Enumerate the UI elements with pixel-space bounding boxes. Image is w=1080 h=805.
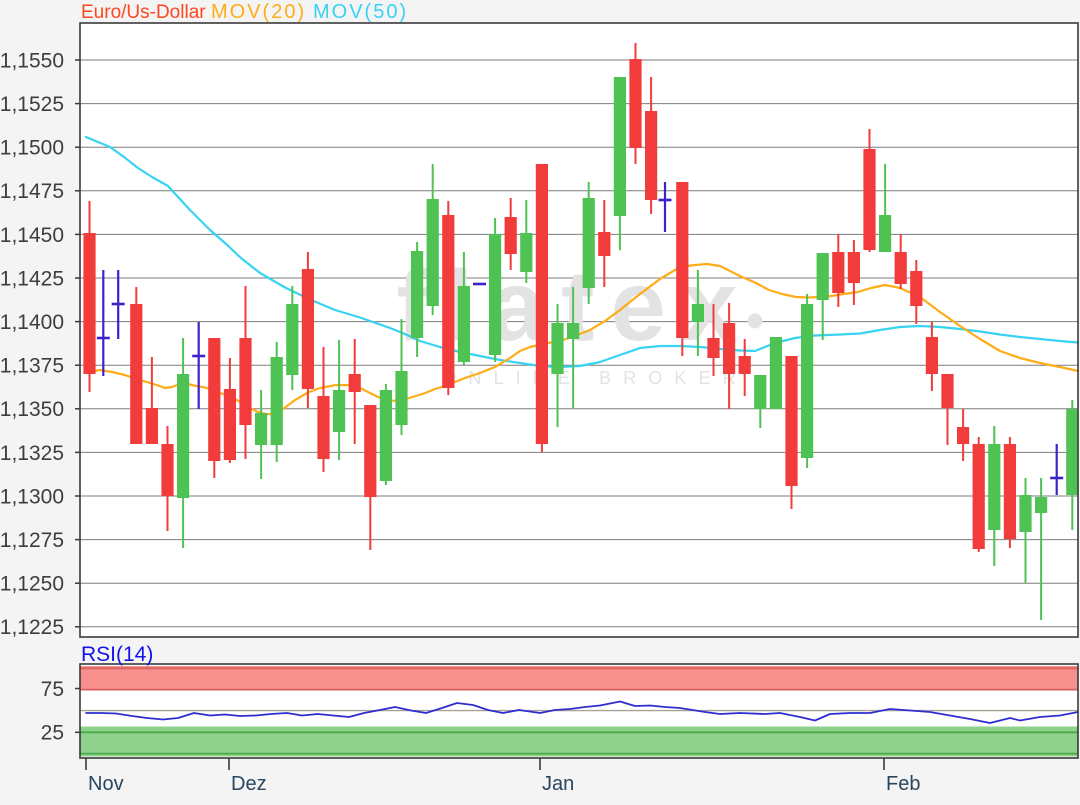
svg-text:1,1275: 1,1275	[0, 529, 64, 552]
svg-text:1,1225: 1,1225	[0, 616, 64, 639]
svg-text:Jan: Jan	[542, 773, 574, 795]
svg-text:1,1500: 1,1500	[0, 137, 64, 160]
svg-text:Feb: Feb	[886, 773, 920, 795]
svg-text:Nov: Nov	[88, 773, 124, 795]
svg-text:1,1325: 1,1325	[0, 442, 64, 465]
svg-text:25: 25	[41, 722, 64, 745]
svg-text:MOV(20): MOV(20)	[211, 1, 306, 23]
svg-text:1,1450: 1,1450	[0, 224, 64, 247]
svg-text:75: 75	[41, 678, 64, 701]
svg-text:1,1250: 1,1250	[0, 573, 64, 596]
svg-text:RSI(14): RSI(14)	[81, 643, 153, 666]
svg-text:1,1475: 1,1475	[0, 180, 64, 203]
svg-text:1,1425: 1,1425	[0, 267, 64, 290]
svg-text:MOV(50): MOV(50)	[313, 1, 408, 23]
svg-text:1,1550: 1,1550	[0, 49, 64, 72]
svg-text:1,1300: 1,1300	[0, 485, 64, 508]
svg-text:ONLINE BROKER: ONLINE BROKER	[442, 368, 747, 388]
svg-text:1,1350: 1,1350	[0, 398, 64, 421]
svg-text:Euro/Us-Dollar: Euro/Us-Dollar	[81, 2, 206, 23]
svg-text:Dez: Dez	[231, 773, 267, 795]
svg-text:1,1525: 1,1525	[0, 93, 64, 116]
svg-text:1,1400: 1,1400	[0, 311, 64, 334]
svg-text:1,1375: 1,1375	[0, 355, 64, 378]
